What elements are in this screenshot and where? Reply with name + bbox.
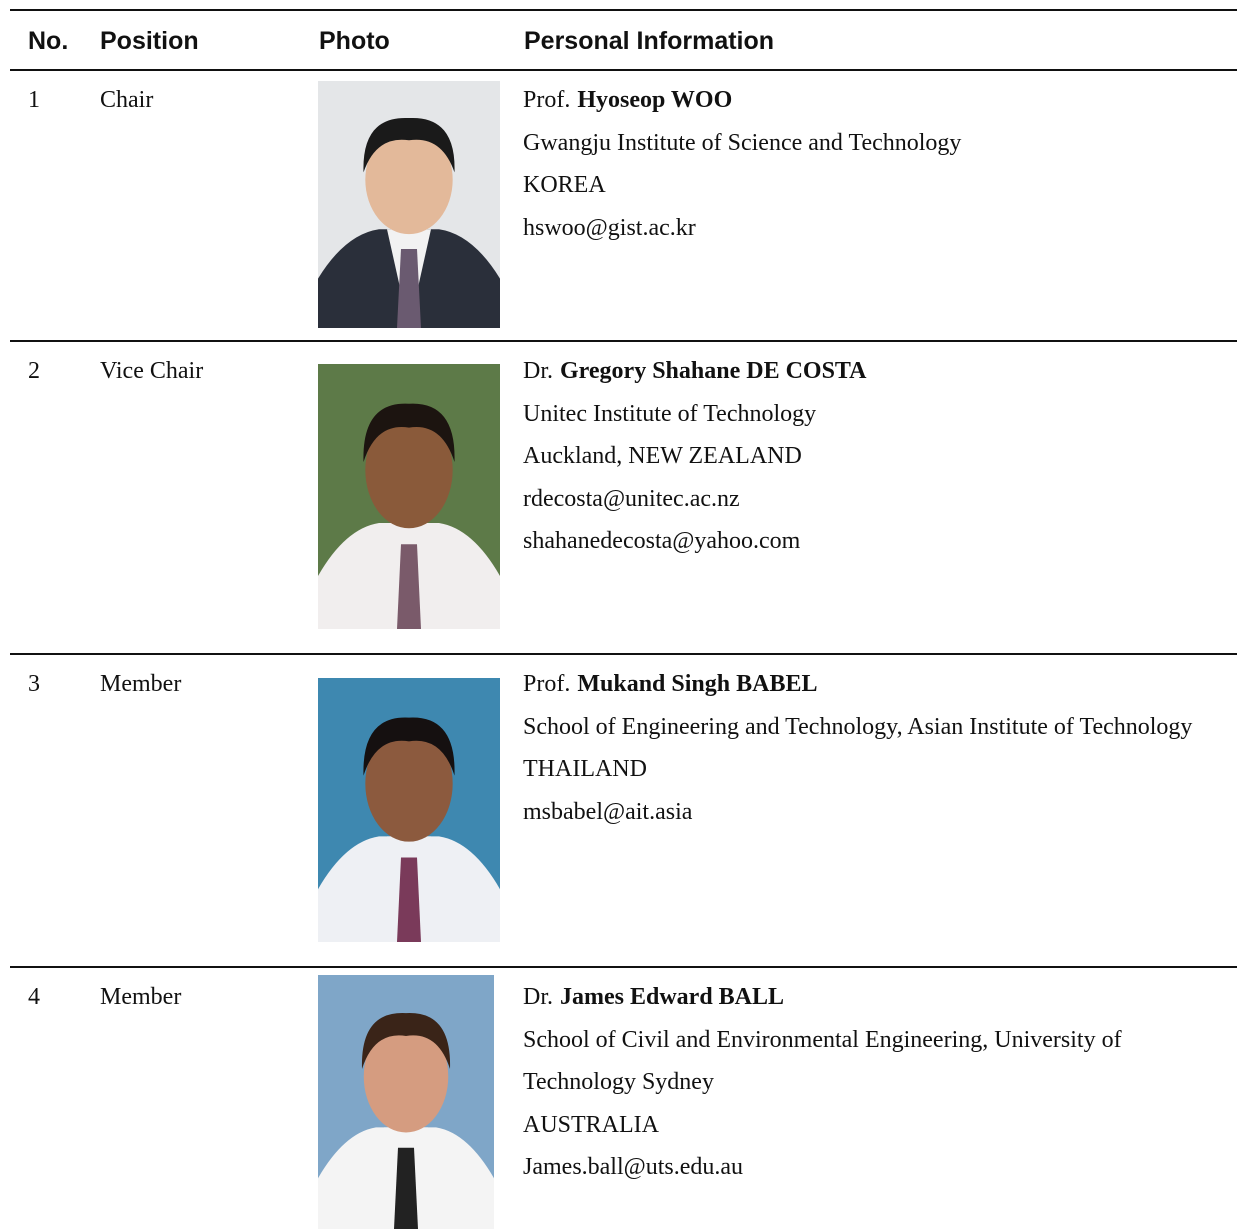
info-line: James.ball@uts.edu.au xyxy=(523,1154,744,1180)
table-top-rule xyxy=(10,9,1237,11)
row-position: Vice Chair xyxy=(100,358,204,384)
photo-shape xyxy=(363,717,455,776)
row-position: Member xyxy=(100,984,182,1010)
photo-shape xyxy=(394,1147,418,1229)
photo-shape xyxy=(365,125,453,235)
photo-shape xyxy=(397,857,421,942)
header-cell: Photo xyxy=(319,27,390,55)
header-cell: No. xyxy=(28,27,69,55)
row-number: 1 xyxy=(28,87,40,113)
info-line: School of Civil and Environmental Engine… xyxy=(523,1026,1122,1096)
row-rule xyxy=(10,653,1237,655)
photo-shape xyxy=(397,544,421,629)
header-cell: Position xyxy=(100,27,199,55)
row-rule xyxy=(10,966,1237,968)
person-name: James Edward BALL xyxy=(560,984,785,1010)
photo xyxy=(318,678,500,942)
photo xyxy=(318,81,500,328)
row-number: 2 xyxy=(28,358,40,384)
info-line: School of Engineering and Technology, As… xyxy=(523,713,1193,740)
honorific: Dr. xyxy=(523,358,553,384)
honorific: Prof. xyxy=(523,671,571,697)
photo-shape xyxy=(397,248,421,328)
honorific: Prof. xyxy=(523,87,571,113)
info-line: msbabel@ait.asia xyxy=(523,798,693,825)
name-line: Dr. James Edward BALL xyxy=(523,976,1228,1019)
photo-shape xyxy=(361,1012,451,1069)
info-line: Gwangju Institute of Science and Technol… xyxy=(523,129,962,156)
photo xyxy=(318,364,500,629)
info-line: AUSTRALIA xyxy=(523,1111,659,1138)
row-position: Member xyxy=(100,671,182,697)
honorific: Dr. xyxy=(523,984,553,1010)
photo-shape xyxy=(363,117,455,173)
person-name: Gregory Shahane DE COSTA xyxy=(560,358,867,384)
info-line: Auckland, NEW ZEALAND xyxy=(523,443,802,469)
info-line: THAILAND xyxy=(523,756,647,782)
photo xyxy=(318,975,494,1229)
photo-shape xyxy=(363,1020,449,1133)
personal-info: Dr. James Edward BALL School of Civil and … xyxy=(523,976,1228,1189)
name-line: Prof. Mukand Singh BABEL xyxy=(523,663,1228,706)
row-number: 3 xyxy=(28,671,40,697)
name-line: Dr. Gregory Shahane DE COSTA xyxy=(523,350,1228,393)
info-line: shahanedecosta@yahoo.com xyxy=(523,528,801,554)
personal-info: Dr. Gregory Shahane DE COSTA Unitec Instit… xyxy=(523,350,1228,563)
header-cell: Personal Information xyxy=(524,27,775,55)
photo-shape xyxy=(365,725,453,842)
person-name: Mukand Singh BABEL xyxy=(577,671,818,697)
row-position: Chair xyxy=(100,87,154,113)
info-line: hswoo@gist.ac.kr xyxy=(523,214,696,241)
personal-info: Prof. Mukand Singh BABEL School of Enginee… xyxy=(523,663,1228,833)
header-rule xyxy=(10,69,1237,71)
photo-shape xyxy=(365,411,453,529)
photo-shape xyxy=(363,403,455,463)
person-name: Hyoseop WOO xyxy=(577,87,733,113)
row-rule xyxy=(10,340,1237,342)
personal-info: Prof. Hyoseop WOO Gwangju Institute of Sci… xyxy=(523,79,1228,249)
info-line: KOREA xyxy=(523,172,606,198)
name-line: Prof. Hyoseop WOO xyxy=(523,79,1228,122)
row-number: 4 xyxy=(28,984,40,1010)
info-line: Unitec Institute of Technology xyxy=(523,400,817,427)
info-line: rdecosta@unitec.ac.nz xyxy=(523,485,740,512)
